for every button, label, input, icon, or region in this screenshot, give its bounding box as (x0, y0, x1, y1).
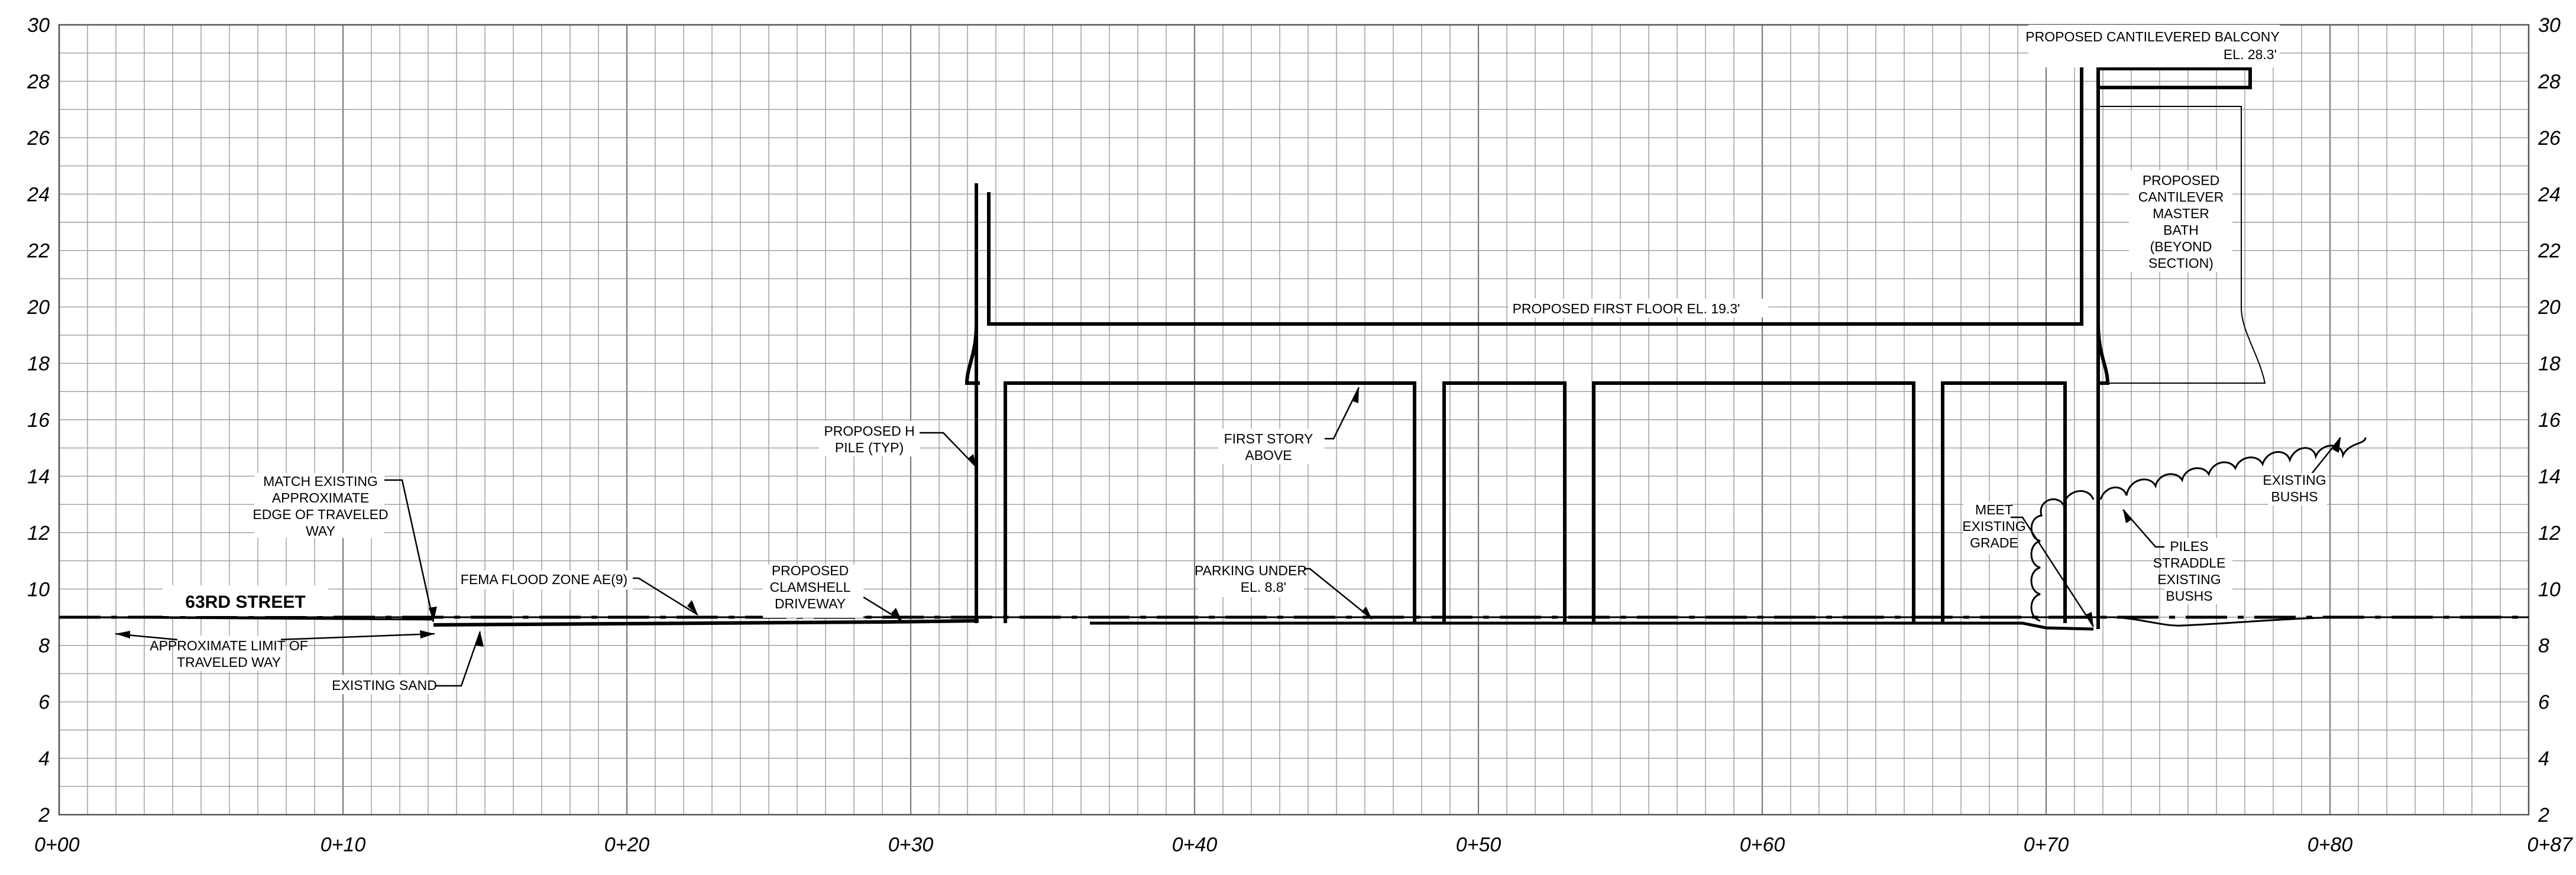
balcony-label-line1: PROPOSED CANTILEVERED BALCONY (2025, 29, 2279, 44)
y-tick-label-left: 20 (27, 296, 50, 319)
x-tick-label: 0+70 (2024, 834, 2069, 856)
x-tick-label: 0+60 (1740, 834, 1785, 856)
limit-label-line2: TRAVELED WAY (177, 654, 281, 670)
y-tick-label-left: 12 (27, 522, 50, 545)
bath-label-line5: (BEYOND (2150, 239, 2212, 254)
y-tick-label-right: 12 (2538, 522, 2561, 545)
x-tick-label: 0+87 (2527, 834, 2573, 856)
parking-label-line2: EL. 8.8' (1241, 579, 1286, 595)
y-tick-label-right: 10 (2538, 578, 2561, 601)
y-tick-label-left: 4 (38, 748, 50, 770)
y-tick-label-left: 10 (27, 578, 50, 601)
clamshell-label-line2: CLAMSHELL (770, 579, 851, 595)
sand-label: EXISTING SAND (332, 678, 437, 693)
y-tick-label-right: 14 (2538, 465, 2561, 488)
meet-grade-label-line3: GRADE (1970, 535, 2018, 550)
x-tick-label: 0+40 (1172, 834, 1218, 856)
bath-label-line1: PROPOSED (2143, 173, 2219, 188)
existing-grade (59, 616, 2529, 627)
y-tick-label-right: 16 (2538, 409, 2561, 432)
y-tick-label-left: 22 (27, 240, 50, 262)
bushs-label-line1: EXISTING (2263, 472, 2326, 488)
y-tick-label-left: 26 (27, 127, 50, 150)
y-tick-label-left: 24 (27, 183, 50, 206)
y-tick-label-right: 28 (2538, 70, 2561, 93)
y-tick-label-right: 8 (2538, 635, 2549, 657)
fema-label: FEMA FLOOD ZONE AE(9) (461, 572, 627, 587)
master-bath-beyond (2098, 106, 2266, 384)
y-tick-label-left: 2 (38, 804, 50, 827)
street-label: 63RD STREET (185, 592, 305, 612)
x-axis-bottom: 0+00 0+10 0+20 0+30 0+40 0+50 0+60 0+70 0+80 0+87 (34, 834, 2573, 856)
x-tick-label: 0+80 (2308, 834, 2353, 856)
piles-label-line1: PILES (2170, 539, 2208, 554)
y-tick-label-left: 30 (27, 14, 50, 37)
bath-label-line3: MASTER (2153, 206, 2209, 221)
pile-label-line1: PROPOSED H (824, 423, 914, 439)
clamshell-label-line1: PROPOSED (772, 563, 849, 578)
bushs-label-line2: BUSHS (2271, 489, 2318, 504)
first-story-label-line2: ABOVE (1245, 448, 1292, 463)
x-tick-label: 0+20 (604, 834, 650, 856)
y-tick-label-right: 4 (2538, 748, 2549, 770)
match-label-line2: APPROXIMATE (272, 490, 369, 505)
meet-grade-label-line1: MEET (1975, 502, 2013, 517)
grid (58, 24, 2530, 816)
bath-label-line6: SECTION) (2148, 255, 2213, 271)
piles-label-line2: STRADDLE (2153, 555, 2226, 571)
y-tick-label-right: 24 (2538, 183, 2561, 206)
match-label-line1: MATCH EXISTING (263, 474, 378, 489)
y-tick-label-left: 6 (38, 691, 50, 714)
leader-arrows (115, 387, 2341, 647)
bath-label-line4: BATH (2163, 222, 2199, 238)
y-tick-label-left: 28 (27, 70, 50, 93)
y-tick-label-right: 2 (2538, 804, 2549, 827)
proposed-driveway (433, 619, 2094, 631)
pile-label-line2: PILE (TYP) (835, 440, 904, 455)
clamshell-label-line3: DRIVEWAY (775, 596, 846, 611)
match-label-line4: WAY (306, 523, 335, 539)
meet-grade-label-line2: EXISTING (1962, 518, 2025, 534)
y-tick-label-right: 18 (2538, 353, 2561, 375)
x-tick-label: 0+10 (321, 834, 366, 856)
piles-label-line4: BUSHS (2166, 588, 2212, 604)
first-story-label-line1: FIRST STORY (1224, 431, 1313, 446)
house-structure (965, 66, 2252, 629)
x-tick-label: 0+00 (34, 834, 80, 856)
match-label-line3: EDGE OF TRAVELED (253, 507, 388, 522)
grid-frame (58, 24, 2530, 816)
y-tick-label-left: 18 (27, 353, 50, 375)
y-tick-label-right: 22 (2538, 240, 2561, 262)
y-tick-label-right: 20 (2538, 296, 2561, 319)
y-tick-label-right: 6 (2538, 691, 2549, 714)
y-tick-label-right: 30 (2538, 14, 2561, 37)
first-floor-label: PROPOSED FIRST FLOOR EL. 19.3' (1513, 301, 1740, 316)
piles-label-line3: EXISTING (2157, 572, 2221, 587)
y-tick-label-left: 16 (27, 409, 50, 432)
x-tick-label: 0+50 (1456, 834, 1501, 856)
y-tick-label-left: 8 (38, 635, 50, 657)
limit-label-line1: APPROXIMATE LIMIT OF (150, 638, 308, 653)
x-tick-label: 0+30 (888, 834, 934, 856)
y-tick-label-right: 26 (2538, 127, 2561, 150)
bushes-icon (2030, 437, 2367, 622)
label-backgrounds (163, 25, 2327, 694)
bath-label-line2: CANTILEVER (2138, 189, 2224, 205)
parking-label-line1: PARKING UNDER (1195, 563, 1307, 578)
balcony-label-line2: EL. 28.3' (2224, 47, 2277, 62)
y-tick-label-left: 14 (27, 465, 50, 488)
